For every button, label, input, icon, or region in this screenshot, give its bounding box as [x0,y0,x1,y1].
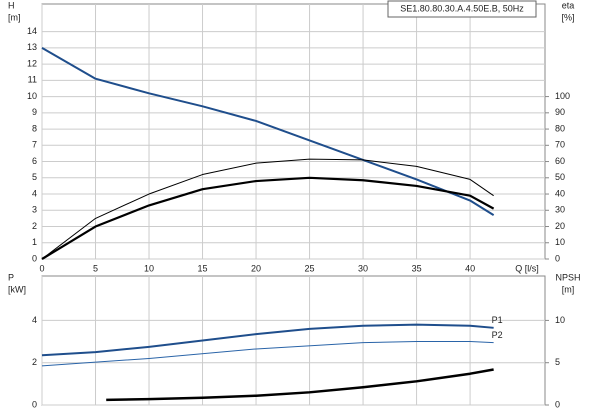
y2-tick-label: 0 [555,253,560,263]
x-tick-label: 20 [251,263,261,273]
y2-tick-label: 70 [555,140,565,150]
x-tick-label: 0 [39,263,44,273]
series-line [106,368,494,402]
title-box [387,0,537,18]
y-tick-label: 4 [32,315,37,325]
y2-tick-label: 0 [555,399,560,409]
x-tick-label: 35 [412,263,422,273]
y-tick-label: 4 [32,188,37,198]
y2-axis-unit: [%] [561,12,574,22]
y2-tick-label: 5 [555,357,560,367]
y-tick-label: 13 [27,42,37,52]
y-tick-label: 1 [32,237,37,247]
y2-axis-label: eta [562,0,575,10]
x-axis-label: Q [l/s] [515,263,539,273]
y-tick-label: 6 [32,156,37,166]
series-line [41,323,494,357]
y-tick-label: 11 [28,75,37,85]
y2-tick-label: 40 [555,188,565,198]
x-tick-label: 10 [144,263,154,273]
y-axis-label: P [8,272,14,282]
plot-area [41,3,546,260]
y2-tick-label: 100 [555,91,570,101]
series-label: P2 [492,330,503,340]
y2-axis-label: NPSH [555,272,580,282]
plot-area [41,275,546,406]
y2-tick-label: 90 [555,107,565,117]
y-axis-unit: [kW] [8,284,26,294]
y2-tick-label: 10 [555,237,565,247]
chart-title: SE1.80.80.30.A.4.50E.B, 50Hz [400,3,524,13]
series-label: P1 [492,315,503,325]
series-line [41,341,494,367]
x-tick-label: 15 [198,263,208,273]
y2-tick-label: 10 [555,315,565,325]
y-tick-label: 8 [32,123,37,133]
x-tick-label: 25 [305,263,315,273]
y-tick-label: 0 [32,253,37,263]
y-tick-label: 12 [27,58,37,68]
y2-tick-label: 80 [555,123,565,133]
x-tick-label: 40 [465,263,475,273]
y-tick-label: 7 [32,140,37,150]
y-tick-label: 3 [32,205,37,215]
series-line [41,176,495,260]
series-line [41,158,494,260]
y-tick-label: 9 [32,107,37,117]
y-axis-unit: [m] [8,12,21,22]
y-tick-label: 14 [27,26,37,36]
x-tick-label: 30 [358,263,368,273]
y-tick-label: 2 [32,357,37,367]
x-tick-label: 5 [93,263,98,273]
y-tick-label: 0 [32,399,37,409]
y2-axis-unit: [m] [562,284,575,294]
y2-tick-label: 60 [555,156,565,166]
y2-tick-label: 50 [555,172,565,182]
y-tick-label: 2 [32,221,37,231]
y2-tick-label: 30 [555,205,565,215]
y-axis-label: H [8,0,15,10]
y2-tick-label: 20 [555,221,565,231]
y-tick-label: 10 [27,91,37,101]
y-tick-label: 5 [32,172,37,182]
